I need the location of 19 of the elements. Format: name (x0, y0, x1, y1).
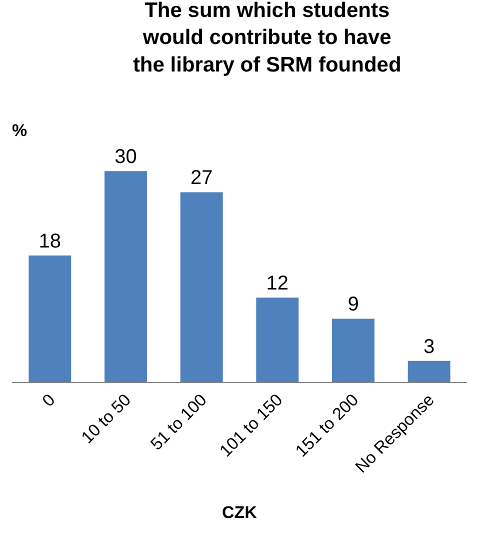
data-label: 18 (38, 230, 62, 252)
x-axis-title: CZK (222, 502, 258, 522)
x-tick-label: 51 to 100 (146, 390, 210, 454)
x-tick-label: 10 to 50 (78, 390, 135, 448)
data-label: 3 (424, 336, 435, 358)
y-axis-title: % (12, 121, 28, 140)
bar (408, 360, 450, 382)
bar (28, 255, 72, 382)
bar (104, 171, 147, 382)
data-label: 9 (348, 294, 359, 316)
data-label: 27 (190, 167, 213, 190)
chart-title: The sum which students would contribute to have the library of SRM founded (132, 0, 402, 76)
x-tick-label: 0 (38, 390, 59, 410)
bar (256, 298, 299, 382)
x-tick-label: 101 to 150 (216, 390, 286, 461)
bar (180, 192, 223, 382)
data-label: 12 (266, 272, 289, 295)
bar (332, 318, 374, 382)
data-label: 30 (114, 146, 137, 168)
